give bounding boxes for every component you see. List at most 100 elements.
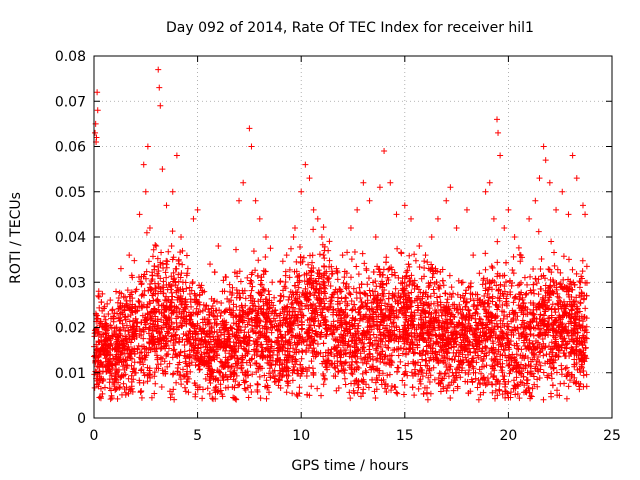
data-point — [449, 301, 456, 308]
data-point — [306, 290, 313, 297]
data-point — [321, 303, 328, 310]
data-point — [209, 329, 216, 336]
data-point — [404, 267, 411, 274]
data-point — [131, 257, 138, 264]
data-point — [237, 294, 244, 301]
data-point — [277, 331, 284, 338]
data-point — [496, 295, 503, 302]
data-point — [425, 342, 432, 349]
data-point — [187, 296, 194, 303]
data-point — [158, 383, 165, 390]
data-point — [372, 366, 379, 373]
data-point — [254, 272, 261, 279]
data-point — [416, 367, 423, 374]
data-point — [381, 318, 388, 325]
data-point — [252, 360, 259, 367]
data-point — [367, 364, 374, 371]
data-point — [548, 238, 555, 245]
data-point — [216, 337, 223, 344]
data-point — [455, 347, 462, 354]
data-point — [287, 288, 294, 295]
data-point — [578, 293, 585, 300]
data-point — [374, 322, 381, 329]
data-point — [293, 358, 300, 365]
data-point — [315, 350, 322, 357]
data-point — [188, 312, 195, 319]
data-point — [583, 323, 590, 330]
data-point — [441, 371, 448, 378]
data-point — [550, 325, 557, 332]
data-point — [239, 359, 246, 366]
data-point — [513, 351, 520, 358]
data-point — [551, 262, 558, 269]
data-point — [445, 336, 452, 343]
data-point — [194, 322, 201, 329]
data-point — [125, 375, 132, 382]
data-point — [175, 338, 182, 345]
data-point — [539, 347, 546, 354]
data-point — [295, 348, 302, 355]
data-point — [571, 301, 578, 308]
data-point — [243, 341, 250, 348]
data-point — [295, 339, 302, 346]
data-point — [439, 339, 446, 346]
data-point — [418, 352, 425, 359]
data-point — [334, 276, 341, 283]
data-point — [112, 353, 119, 360]
data-point — [472, 319, 479, 326]
data-point — [366, 315, 373, 322]
data-point — [237, 327, 244, 334]
data-point — [296, 390, 303, 397]
data-point — [366, 287, 373, 294]
data-point — [408, 314, 415, 321]
data-point — [330, 318, 337, 325]
data-point — [246, 334, 253, 341]
data-point — [229, 284, 236, 291]
data-point — [263, 395, 270, 402]
data-point — [254, 381, 261, 388]
data-point — [147, 287, 154, 294]
data-point — [234, 273, 241, 280]
data-point — [424, 259, 431, 266]
data-point — [290, 233, 297, 240]
data-point — [157, 259, 164, 266]
data-point — [489, 381, 496, 388]
data-point — [266, 352, 273, 359]
data-point — [315, 300, 322, 307]
data-point — [400, 391, 407, 398]
data-point — [107, 297, 114, 304]
data-point — [91, 327, 98, 334]
data-point — [507, 367, 514, 374]
data-point — [576, 284, 583, 291]
data-point — [340, 335, 347, 342]
data-point — [240, 377, 247, 384]
data-point — [96, 304, 103, 311]
data-point — [455, 353, 462, 360]
data-point — [408, 289, 415, 296]
data-point — [530, 350, 537, 357]
data-point — [249, 371, 256, 378]
data-point — [536, 374, 543, 381]
data-point — [582, 345, 589, 352]
data-point — [206, 390, 213, 397]
data-point — [332, 324, 339, 331]
data-point — [209, 367, 216, 374]
data-point — [128, 289, 135, 296]
data-point — [236, 323, 243, 330]
data-point — [402, 292, 409, 299]
data-point — [136, 332, 143, 339]
data-point — [408, 309, 415, 316]
data-point — [265, 347, 272, 354]
data-point — [197, 358, 204, 365]
data-point — [272, 307, 279, 314]
data-point — [549, 301, 556, 308]
data-point — [461, 346, 468, 353]
data-point — [276, 298, 283, 305]
data-point — [348, 338, 355, 345]
data-point — [382, 305, 389, 312]
data-point — [532, 325, 539, 332]
data-point — [247, 362, 254, 369]
data-point — [377, 280, 384, 287]
data-point — [156, 330, 163, 337]
data-point — [568, 315, 575, 322]
